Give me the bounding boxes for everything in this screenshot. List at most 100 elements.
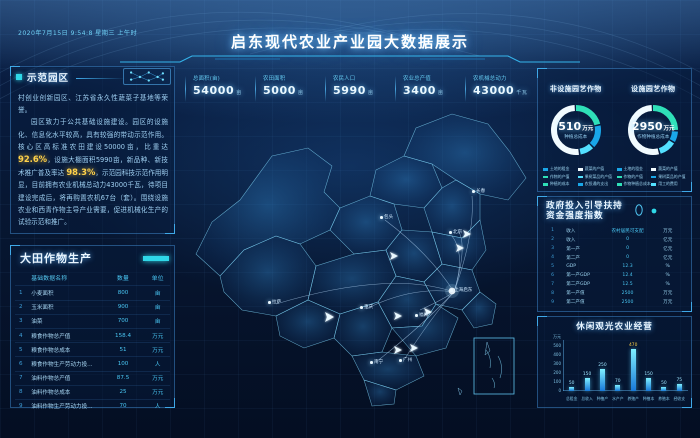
table-row[interactable]: 4 粮食作物总产值 158.4 万元 <box>15 327 170 343</box>
legend-swatch-icon <box>577 183 583 186</box>
cell-index: 1 <box>551 228 555 234</box>
x-tick-label: 养殖本 <box>658 396 670 401</box>
legend-item[interactable]: 种植的成本 <box>543 181 578 187</box>
stat-item: 农民人口 5990 亩 <box>325 74 395 104</box>
bar-chart: 万元 0 100 200 300 400 500 50 总租金 150 总收入 250 种植产 70 水… <box>543 334 688 404</box>
table-row[interactable]: 6 第一产GDP 12.4% <box>545 270 684 279</box>
table-row[interactable]: 3 油菜 700 亩 <box>15 313 170 329</box>
legend-swatch-icon <box>651 183 657 186</box>
highlight-percent-1: 92.6% <box>18 154 48 165</box>
stat-unit: 亩 <box>368 90 374 96</box>
bar-column[interactable]: 75 经收支 <box>672 340 687 401</box>
cell-name: 玉米面积 <box>27 299 101 315</box>
cell-value: 0 <box>626 237 629 243</box>
y-tick-label: 500 <box>553 343 561 348</box>
bar-plot-area: 50 总租金 150 总收入 250 种植产 70 水产产 470 养殖产 150 种植本 50 养殖本 7… <box>564 340 687 402</box>
legend-item[interactable]: 作物种植总成本 <box>616 181 652 187</box>
cell-value: 51 <box>100 342 142 357</box>
legend-item[interactable]: 农投通的支出 <box>577 181 613 187</box>
map-city-dot[interactable] <box>268 301 271 304</box>
map-city-dot[interactable] <box>370 361 373 364</box>
table-row[interactable]: 8 第一产值 2500 万元 <box>545 289 684 298</box>
legend-item[interactable]: 作物的产值 <box>616 174 652 180</box>
table-row[interactable]: 5 GDP 12.3% <box>545 262 684 270</box>
cell-value: 12.4 <box>622 272 633 278</box>
panel-title-demo-park: 示范园区 <box>16 70 69 84</box>
table-row[interactable]: 8 油料作物总成本 25 万元 <box>15 384 170 400</box>
table-row[interactable]: 3 第一产 0 亿元 <box>545 244 684 253</box>
table-row[interactable]: 9 油料作物生产劳动力投... 70 人 <box>15 398 170 414</box>
legend-group: 土地的租金 蔬菜的产值作物的产值 果树菜品的产值 种植的成本 农投通的支出 <box>541 166 615 189</box>
bar-column[interactable]: 150 种植本 <box>641 340 656 402</box>
table-row[interactable]: 1 小麦面积 800 亩 <box>15 285 170 301</box>
table-row[interactable]: 2 玉米面积 900 亩 <box>15 299 170 315</box>
map-city-dot[interactable] <box>449 231 452 234</box>
map-city-dot[interactable] <box>380 216 383 219</box>
bar-column[interactable]: 50 养殖本 <box>656 340 671 402</box>
title-underline-decoration <box>120 48 580 63</box>
stat-value: 5000 亩 <box>263 84 304 97</box>
bar-column[interactable]: 470 养殖产 <box>626 340 641 401</box>
map-city-dot[interactable] <box>472 190 475 193</box>
table-row[interactable]: 9 第二产值 2500 万元 <box>545 298 684 307</box>
legend-item[interactable]: 蔬菜的产值 <box>577 166 613 172</box>
bar <box>676 384 682 391</box>
legend-item[interactable]: 土地的租金 <box>543 166 578 172</box>
cell-value: 2500 <box>621 299 634 305</box>
table-row[interactable]: 1 收入 农村居民可支配 万元 <box>545 226 684 235</box>
panel-border <box>537 316 692 408</box>
table-row[interactable]: 6 粮食作物生产劳动力投... 100 人 <box>15 356 170 371</box>
legend-item[interactable]: 果树菜品的产值 <box>651 174 686 180</box>
legend-item[interactable]: 蔬菜的产值 <box>651 166 686 172</box>
map-city-dot[interactable] <box>399 359 402 362</box>
highlight-percent-2: 98.3% <box>66 167 96 178</box>
legend-label: 作物种植总成本 <box>623 181 651 187</box>
table-row[interactable]: 2 收入 0 亿元 <box>545 235 684 244</box>
cell-index: 3 <box>15 313 28 329</box>
bar-column[interactable]: 150 总收入 <box>579 340 594 402</box>
cell-index: 1 <box>15 285 28 301</box>
bar-column[interactable]: 250 种植产 <box>595 340 610 402</box>
bar <box>630 348 636 391</box>
y-axis <box>563 340 564 391</box>
donut-ring[interactable]: 2950万元 作物种植总成本 <box>624 101 682 159</box>
bar-value-label: 50 <box>661 380 667 386</box>
table-row[interactable]: 7 油料作物总产值 87.5 万元 <box>15 370 170 386</box>
cell-index: 3 <box>551 246 555 252</box>
cell-unit: 万元 <box>141 370 170 386</box>
bar-value-label: 75 <box>676 378 683 384</box>
legend-label: 果树菜品的产值 <box>658 173 686 179</box>
col-unit: 单位 <box>151 276 164 283</box>
legend-item[interactable]: 土地的租金 <box>616 166 652 172</box>
panel-horticulture-crops: 非设施园艺作物 510万元 种植总成本 设施园艺作物 2950万元 作物种植总成本 土地的… <box>537 68 692 192</box>
donut-ring[interactable]: 510万元 种植总成本 <box>547 101 605 159</box>
map-city-dot[interactable] <box>360 306 363 309</box>
legend-item[interactable]: 用工的费用 <box>651 181 686 187</box>
cell-unit: 亩 <box>141 299 170 315</box>
table-row[interactable]: 7 第二产GDP 12.5% <box>545 280 684 289</box>
stat-value: 3400 亩 <box>403 84 444 97</box>
flight-paths <box>275 195 473 363</box>
cell-index: 7 <box>551 281 555 287</box>
bar <box>569 386 575 391</box>
map-city-label: 南宁 <box>374 360 384 365</box>
map-city-dot[interactable] <box>415 314 418 317</box>
cell-value: 900 <box>100 299 142 315</box>
table-row[interactable]: 4 第二产 0 亿元 <box>545 253 684 262</box>
legend-swatch-icon <box>616 175 622 179</box>
legend-group: 土地的租金 蔬菜的产值作物的产值 果树菜品的产值作物种植总成本 用工的费用 <box>615 166 689 189</box>
stat-label: 农民人口 <box>333 76 356 82</box>
legend-item[interactable]: 作物的产值 <box>543 174 578 180</box>
cell-value: 100 <box>100 356 142 371</box>
bar-value-label: 50 <box>568 380 575 386</box>
table-row[interactable]: 5 粮食作物总成本 51 万元 <box>15 342 170 357</box>
map-city-dot[interactable] <box>450 289 453 292</box>
bar-column[interactable]: 70 水产产 <box>610 340 625 401</box>
donut-chart-2: 设施园艺作物 2950万元 作物种植总成本 <box>615 84 693 159</box>
bar-column[interactable]: 50 总租金 <box>564 340 579 402</box>
cell-unit: 亿元 <box>663 246 673 252</box>
cell-unit: 万元 <box>663 300 673 306</box>
cell-unit: 亿元 <box>663 237 673 243</box>
china-flight-map[interactable]: 长春 包头 北京 拉萨 重庆 上海启东 福州 南宁 广州 <box>180 104 540 414</box>
legend-item[interactable]: 果树菜品的产值 <box>577 174 613 180</box>
